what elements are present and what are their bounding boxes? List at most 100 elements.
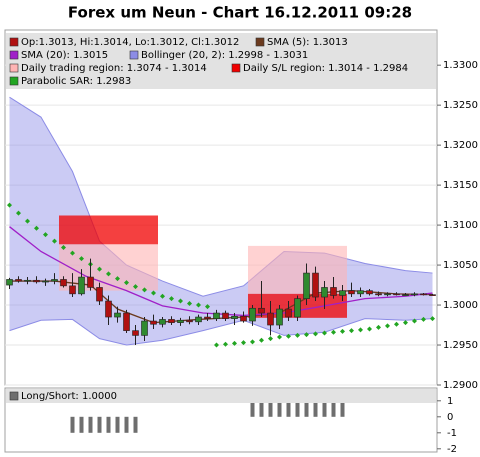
legend-background <box>6 33 436 89</box>
candle-body <box>312 272 319 298</box>
sar-dot <box>385 323 390 329</box>
candle-body <box>96 287 103 302</box>
candle-body <box>105 300 112 318</box>
region <box>59 215 158 245</box>
sar-dot <box>250 339 255 345</box>
sar-dot <box>34 225 39 231</box>
legend-label: Op:1.3013, Hi:1.3014, Lo:1.3012, Cl:1.30… <box>21 37 239 48</box>
candle-body <box>303 272 310 299</box>
legend-swatch <box>9 50 19 60</box>
sar-dot <box>295 332 300 338</box>
candle-body <box>402 294 409 296</box>
candle-body <box>213 312 220 319</box>
candle-body <box>321 287 328 298</box>
sar-dot <box>7 202 12 208</box>
bar <box>313 400 318 417</box>
sar-dot <box>187 300 192 306</box>
sar-dot <box>97 266 102 272</box>
candle-body <box>222 312 229 319</box>
sar-dot <box>304 332 309 338</box>
y-tick-label: 1.3300 <box>443 60 478 71</box>
y-tick-label: -2 <box>447 444 457 455</box>
bollinger-upper <box>9 96 433 297</box>
legend-label: Parabolic SAR: 1.2983 <box>21 76 131 87</box>
candle-body <box>249 307 256 322</box>
y-tick-label: 1.3150 <box>443 180 478 191</box>
bar <box>97 416 102 433</box>
candle-body <box>357 290 364 295</box>
candle-body <box>114 312 121 318</box>
legend-label: SMA (5): 1.3013 <box>267 37 348 48</box>
legend-swatch <box>129 50 139 60</box>
legend-label: Daily S/L region: 1.3014 - 1.2984 <box>243 63 408 74</box>
legend-background <box>6 389 436 403</box>
sar-dot <box>277 334 282 340</box>
candle-body <box>276 308 283 326</box>
bar <box>295 400 300 417</box>
sar-dot <box>331 329 336 335</box>
sar-dot <box>223 341 228 347</box>
candle-body <box>51 279 58 282</box>
sar-dot <box>259 337 264 343</box>
sar-dot <box>142 287 147 293</box>
bar <box>70 416 75 433</box>
candle-body <box>150 320 157 325</box>
candle-body <box>141 320 148 336</box>
candle-body <box>384 293 391 296</box>
sar-dot <box>160 293 165 299</box>
sar-dot <box>394 321 399 327</box>
sar-dot <box>358 327 363 333</box>
candle-body <box>375 293 382 296</box>
sar-dot <box>340 328 345 334</box>
sar-dot <box>79 256 84 262</box>
candle-body <box>15 279 22 282</box>
bar <box>322 400 327 417</box>
bar <box>88 416 93 433</box>
sar-dot <box>178 298 183 304</box>
bollinger-lower <box>9 318 433 346</box>
y-tick-label: -1 <box>447 428 457 439</box>
bar <box>124 416 129 433</box>
bar <box>133 416 138 433</box>
sar-dot <box>430 316 435 322</box>
sar-dot <box>403 320 408 326</box>
candle-body <box>366 290 373 295</box>
y-tick-label: 1.2900 <box>443 380 478 391</box>
candle-body <box>231 315 238 319</box>
y-tick-label: 1 <box>447 396 453 407</box>
bar <box>277 400 282 417</box>
bar <box>304 400 309 417</box>
candle-body <box>429 294 436 296</box>
bar <box>79 416 84 433</box>
sar-dot <box>232 340 237 346</box>
bar <box>268 400 273 417</box>
candle-body <box>33 279 40 283</box>
sar-dot <box>43 232 48 238</box>
candle-body <box>24 279 31 282</box>
sar-dot <box>241 340 246 346</box>
bar <box>115 416 120 433</box>
candle-body <box>393 293 400 296</box>
legend-swatch <box>9 391 19 401</box>
sar-dot <box>115 276 120 282</box>
y-tick-label: 0 <box>447 412 453 423</box>
legend-swatch <box>231 63 241 73</box>
candle-body <box>258 307 265 314</box>
sar-dot <box>70 250 75 256</box>
sar-dot <box>367 326 372 332</box>
y-tick-label: 1.3100 <box>443 220 478 231</box>
sar-dot <box>25 218 30 224</box>
candle-body <box>42 280 49 283</box>
candle-body <box>267 312 274 326</box>
sar-dot <box>124 280 129 286</box>
bar <box>106 416 111 433</box>
candle-body <box>240 315 247 322</box>
sar-dot <box>52 238 57 244</box>
candle-body <box>195 316 202 323</box>
candle-body <box>123 312 130 331</box>
y-tick-label: 1.3050 <box>443 260 478 271</box>
sar-dot <box>106 271 111 277</box>
bar <box>250 400 255 417</box>
sar-dot <box>205 304 210 310</box>
